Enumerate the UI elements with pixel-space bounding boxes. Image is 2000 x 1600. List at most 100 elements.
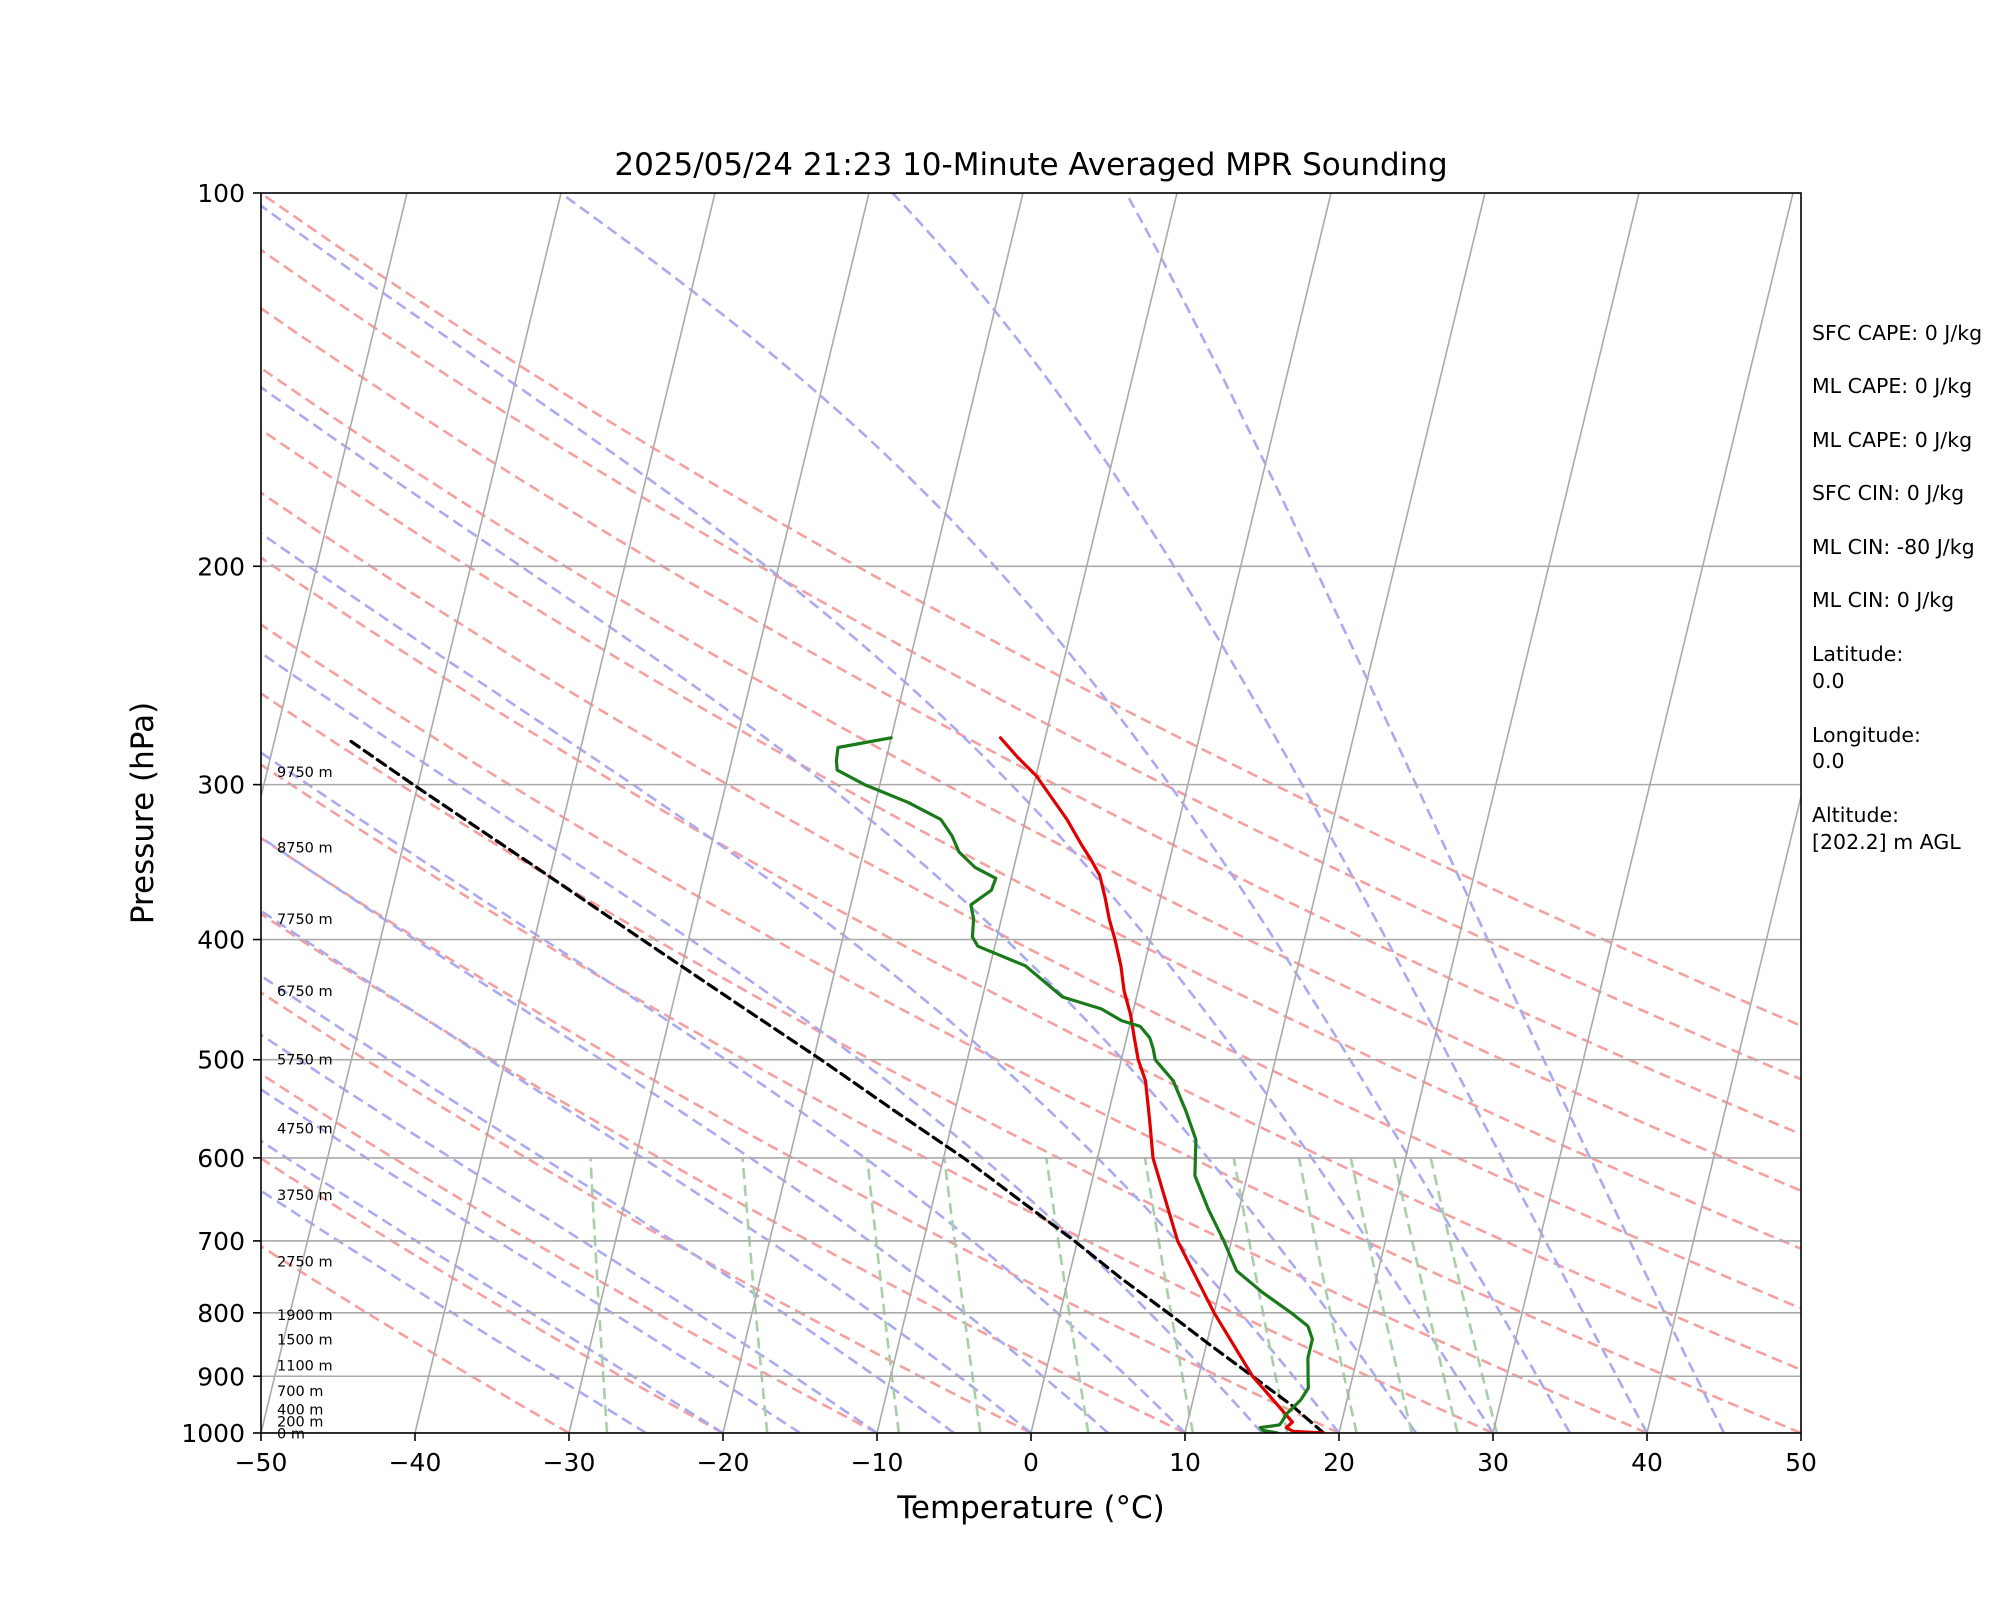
dry-adiabat-line <box>261 366 1801 1193</box>
height-label: 4750 m <box>277 1121 333 1137</box>
altitude-value: [202.2] m AGL <box>1812 830 1961 854</box>
x-tick-label: 50 <box>1785 1448 1817 1477</box>
moist-adiabat-line <box>559 193 1572 1433</box>
height-label: 8750 m <box>277 840 333 856</box>
y-tick-label: 700 <box>197 1227 245 1256</box>
ml-cape-stat-2: ML CAPE: 0 J/kg <box>1812 428 1972 452</box>
isotherm-line <box>876 193 1178 1433</box>
dry-adiabat-line <box>261 763 1494 1433</box>
isotherm-line <box>1492 193 1794 1433</box>
height-label: 9750 m <box>277 765 333 781</box>
ml-cape-stat: ML CAPE: 0 J/kg <box>1812 374 1972 398</box>
dry-adiabat-line <box>261 990 1032 1433</box>
moist-adiabat-line <box>891 193 1649 1433</box>
dry-adiabat-line <box>261 1244 570 1433</box>
x-tick-label: 0 <box>1023 1448 1039 1477</box>
isotherm-line <box>1338 193 1640 1433</box>
isotherm-line <box>261 193 562 1433</box>
y-axis-label: Pressure (hPa) <box>125 702 161 924</box>
y-tick-label: 200 <box>197 552 245 581</box>
dry-adiabat-line <box>261 491 1801 1310</box>
temperature-trace <box>998 736 1326 1433</box>
isotherm-line <box>1030 193 1332 1433</box>
dewpoint-trace <box>834 736 1314 1433</box>
x-tick-label: 30 <box>1477 1448 1509 1477</box>
sounding-traces <box>347 736 1326 1433</box>
moist-adiabat-line <box>261 651 1263 1433</box>
height-label: 7750 m <box>277 912 333 928</box>
x-tick-label: 10 <box>1169 1448 1201 1477</box>
pressure-gridlines <box>261 193 1801 1433</box>
height-label: 1500 m <box>277 1333 333 1349</box>
x-tick-label: −20 <box>697 1448 750 1477</box>
moist-adiabat-line <box>261 1033 878 1433</box>
dry-adiabat-line <box>261 1156 724 1433</box>
moist-adiabat-line <box>261 385 1418 1433</box>
x-axis-ticks: −50 −40 −30 −20 −10 0 10 20 30 40 50 <box>235 1433 1817 1477</box>
isotherm-line <box>1184 193 1486 1433</box>
height-label: 1100 m <box>277 1358 333 1374</box>
height-label: 1900 m <box>277 1308 333 1324</box>
y-tick-label: 400 <box>197 926 245 955</box>
height-label: 400 m <box>277 1402 323 1418</box>
ml-cin-stat-2: ML CIN: 0 J/kg <box>1812 588 1954 612</box>
moist-adiabat-line <box>261 531 1341 1433</box>
moist-adiabat-line <box>261 835 1109 1433</box>
height-label: 3750 m <box>277 1188 333 1204</box>
y-tick-label: 600 <box>197 1144 245 1173</box>
chart-title: 2025/05/24 21:23 10-Minute Averaged MPR … <box>614 147 1447 183</box>
height-label: 0 m <box>277 1427 305 1443</box>
dry-adiabat-line <box>261 427 1801 1251</box>
y-tick-label: 900 <box>197 1362 245 1391</box>
altitude-label: Altitude: <box>1812 803 1899 827</box>
isotherm-line <box>261 193 408 800</box>
moist-adiabat-line <box>261 974 955 1433</box>
x-tick-label: −50 <box>235 1448 288 1477</box>
isotherm-line <box>1646 793 1801 1433</box>
dry-adiabats <box>261 193 1801 1433</box>
x-axis-label: Temperature (°C) <box>896 1490 1165 1526</box>
dry-adiabat-line <box>261 912 1186 1433</box>
moist-adiabat-line <box>261 1087 801 1433</box>
x-tick-label: −10 <box>851 1448 904 1477</box>
height-label: 200 m <box>277 1415 323 1431</box>
sounding-stats: SFC CAPE: 0 J/kg ML CAPE: 0 J/kg ML CAPE… <box>1812 321 1982 854</box>
latitude-value: 0.0 <box>1812 669 1845 693</box>
dry-adiabat-line <box>261 622 1801 1433</box>
isotherm-line <box>722 193 1024 1433</box>
height-label: 6750 m <box>277 984 333 1000</box>
dry-adiabat-line <box>261 691 1648 1433</box>
longitude-label: Longitude: <box>1812 723 1921 747</box>
latitude-label: Latitude: <box>1812 642 1903 666</box>
x-tick-label: −40 <box>389 1448 442 1477</box>
isotherms <box>261 193 1801 1433</box>
y-tick-label: 500 <box>197 1046 245 1075</box>
parcel-path-trace <box>347 738 1326 1433</box>
ml-cin-stat: ML CIN: -80 J/kg <box>1812 535 1975 559</box>
plot-area <box>261 193 1801 1433</box>
x-tick-label: 20 <box>1323 1448 1355 1477</box>
isotherm-line <box>414 193 716 1433</box>
sfc-cin-stat: SFC CIN: 0 J/kg <box>1812 481 1964 505</box>
dry-adiabat-line <box>261 556 1801 1372</box>
moist-adiabat-line <box>261 909 1032 1433</box>
y-tick-label: 800 <box>197 1299 245 1328</box>
isotherm-line <box>568 193 870 1433</box>
y-tick-label: 300 <box>197 771 245 800</box>
dry-adiabat-line <box>261 306 1801 1136</box>
x-tick-label: −30 <box>543 1448 596 1477</box>
x-tick-label: 40 <box>1631 1448 1663 1477</box>
longitude-value: 0.0 <box>1812 749 1845 773</box>
height-label: 2750 m <box>277 1254 333 1270</box>
moist-adiabat-line <box>261 751 1186 1433</box>
moist-adiabat-line <box>1124 193 1726 1433</box>
y-axis-ticks: 1000 900 800 700 600 500 400 300 200 100 <box>181 179 261 1448</box>
sfc-cape-stat: SFC CAPE: 0 J/kg <box>1812 321 1982 345</box>
height-label: 5750 m <box>277 1053 333 1069</box>
height-label: 700 m <box>277 1384 323 1400</box>
y-tick-label: 1000 <box>181 1419 245 1448</box>
